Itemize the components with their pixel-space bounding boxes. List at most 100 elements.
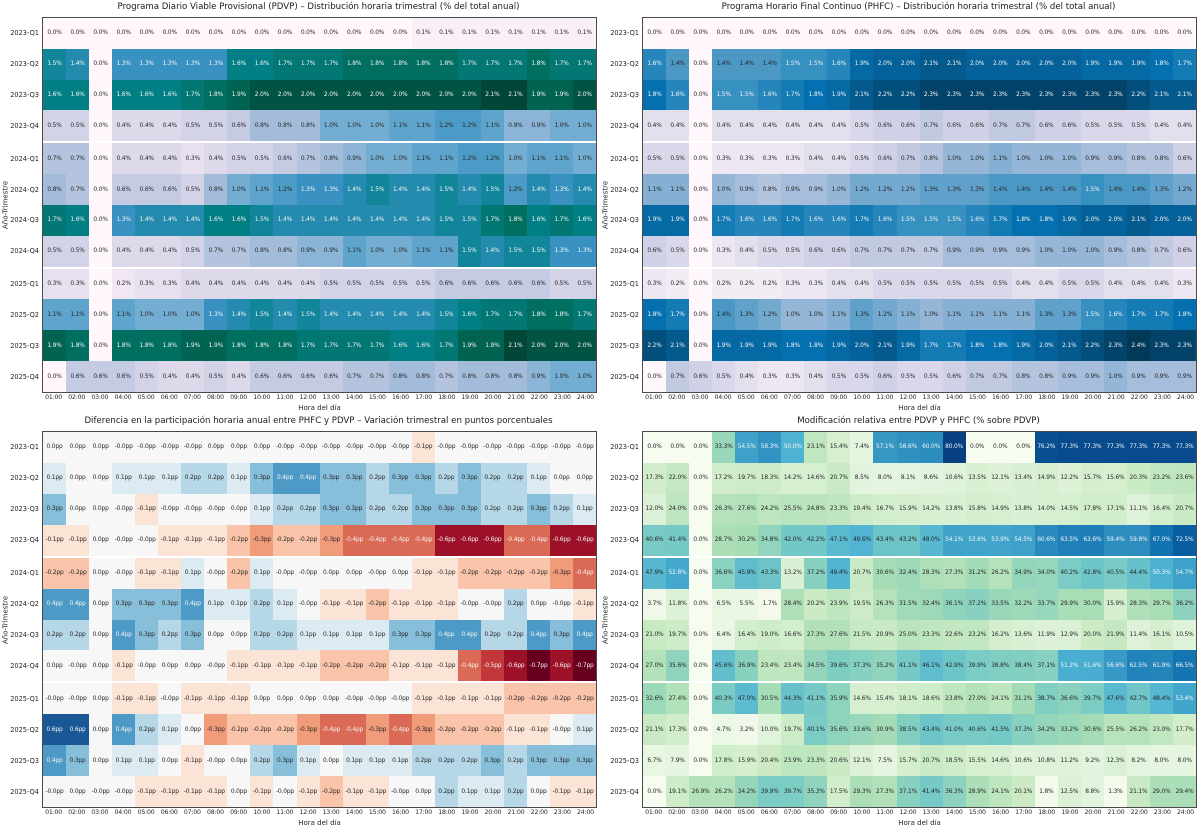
heatmap-cell: 53.6% <box>965 524 989 556</box>
heatmap-cell: 0.3pp <box>135 619 159 651</box>
heatmap-cell: 1.4% <box>1034 174 1058 205</box>
heatmap-cell: 0.0pp <box>89 683 113 715</box>
heatmap-cell: 0.3% <box>135 268 159 300</box>
heatmap-row: 17.3% 22.0% 0.0% 17.2% 19.7% 18.3% 14.2% 14.6% 2… <box>643 462 1197 494</box>
heatmap-cell: 2.0% <box>965 48 989 80</box>
heatmap-cell: -0.0pp <box>388 432 412 463</box>
heatmap-cell: 0.0pp <box>227 619 251 651</box>
heatmap-cell: 72.5% <box>1173 524 1197 556</box>
heatmap-cell: -0.1pp <box>388 588 412 620</box>
heatmap-cell: 0.2pp <box>480 462 504 494</box>
y-tick-label: 2024-Q1 <box>10 558 42 589</box>
heatmap-cell: -0.3pp <box>365 714 389 746</box>
heatmap-cell: 1.6% <box>965 204 989 236</box>
heatmap-cell: -0.2pp <box>503 557 527 589</box>
x-tick-label: 22:00 <box>530 809 548 816</box>
y-tick-label: 2023-Q2 <box>10 463 42 494</box>
heatmap-row: 1.1% 1.1% 0.0% 1.1% 1.0% 1.0% 1.0% 1.3% 1.4% 1.5%… <box>43 299 597 331</box>
heatmap-cell: 0.3pp <box>411 462 435 494</box>
heatmap-cell: 1.4% <box>388 299 412 331</box>
heatmap-cell: 0.7% <box>43 143 67 175</box>
heatmap-cell: 1.4% <box>158 204 182 236</box>
heatmap-cell: 1.3% <box>1150 174 1174 205</box>
heatmap-cell: 36.6% <box>712 557 736 589</box>
heatmap-cell: -0.1pp <box>411 432 435 463</box>
heatmap-cell: 1.7% <box>273 48 297 80</box>
heatmap-cell: 0.7% <box>1150 235 1174 267</box>
heatmap-cell: 1.7% <box>666 299 690 331</box>
heatmap-cell: 2.3% <box>988 79 1012 111</box>
heatmap-cell: 36.2% <box>1173 588 1197 620</box>
heatmap-cell: -0.2pp <box>227 524 251 556</box>
heatmap-cell: 0.4% <box>135 143 159 175</box>
heatmap-cell: 0.5% <box>850 143 874 175</box>
heatmap-cell: 0.7% <box>365 361 389 392</box>
heatmap-cell: 0.0% <box>689 619 713 651</box>
heatmap-cell: 24.1% <box>988 683 1012 715</box>
heatmap-cell: 1.4% <box>365 204 389 236</box>
heatmap-row: 0.5% 0.5% 0.0% 0.4% 0.4% 0.4% 0.5% 0.7% 0.7% 0.8%… <box>43 235 597 269</box>
heatmap-cell: -0.2pp <box>457 557 481 589</box>
heatmap-cell: 1.1% <box>988 299 1012 331</box>
heatmap-cell: -0.2pp <box>227 557 251 589</box>
heatmap-cell: 20.7% <box>919 745 943 777</box>
heatmap-cell: 0.9% <box>296 235 320 267</box>
heatmap-cell: 0.6pp <box>43 714 67 746</box>
chart-title-diferencia: Diferencia en la participación horaria a… <box>84 416 553 426</box>
heatmap-cell: 1.4% <box>457 174 481 205</box>
heatmap-cell: -0.0pp <box>296 432 320 463</box>
heatmap-cell: 0.2pp <box>296 493 320 525</box>
heatmap-cell: 1.4% <box>526 174 551 205</box>
x-tick-label: 07:00 <box>783 394 801 401</box>
heatmap-cell: 48.4% <box>1150 683 1174 715</box>
heatmap-cell: 1.2% <box>873 174 897 205</box>
heatmap-cell: -0.0pp <box>43 776 67 808</box>
heatmap-cell: 0.1% <box>503 18 527 49</box>
heatmap-cell: 0.6% <box>827 235 851 267</box>
heatmap-cell: 27.3% <box>804 619 828 651</box>
heatmap-cell: 34.2% <box>1034 714 1058 746</box>
heatmap-cell: 40.1% <box>804 714 828 746</box>
heatmap-cell: 0.1pp <box>204 588 228 620</box>
heatmap-cell: -0.1pp <box>480 683 504 715</box>
heatmap-cell: -0.1pp <box>434 557 458 589</box>
heatmap-cell: 0.2pp <box>250 588 274 620</box>
heatmap-cell: 1.6% <box>804 204 828 236</box>
x-tick-labels: 01:00 02:00 03:00 04:00 05:00 06:00 07:00 08:00… <box>0 393 597 403</box>
heatmap-cell: 0.5% <box>181 235 205 267</box>
heatmap-cell: 0.5% <box>250 143 274 175</box>
heatmap-cell: -0.0pp <box>434 432 458 463</box>
heatmap-cell: 1.9% <box>1103 48 1127 80</box>
heatmap-cell: -0.0pp <box>112 493 136 525</box>
heatmap-cell: 22.6% <box>942 619 966 651</box>
heatmap-cell: 0.7% <box>342 361 366 392</box>
heatmap-cell: 0.5% <box>135 361 159 392</box>
heatmap-cell: -0.3pp <box>204 714 228 746</box>
heatmap-cell: 1.2% <box>850 174 874 205</box>
heatmap-cell: 1.0% <box>503 143 527 175</box>
heatmap-cell: 0.4pp <box>457 619 481 651</box>
heatmap-cell: 0.0% <box>365 18 389 49</box>
x-tick-label: 09:00 <box>230 809 247 816</box>
heatmap-cell: 0.5% <box>365 268 389 300</box>
x-tick-label: 14:00 <box>945 809 963 816</box>
heatmap-cell: 1.4% <box>365 299 389 331</box>
heatmap-cell: 23.2% <box>965 619 989 651</box>
heatmap-cell: 20.1% <box>1011 776 1035 808</box>
heatmap-cell: 1.4% <box>1126 174 1151 205</box>
heatmap-cell: 25.0% <box>896 619 920 651</box>
heatmap-cell: 1.6% <box>827 48 851 80</box>
heatmap-cell: 0.5% <box>1126 110 1151 142</box>
heatmap-cell: 6.5% <box>712 588 736 620</box>
heatmap-cell: 0.4% <box>250 268 274 300</box>
y-tick-label: 2023-Q1 <box>610 18 642 49</box>
heatmap-cell: 1.7% <box>781 204 805 236</box>
heatmap-cell: 2.0% <box>1150 204 1174 236</box>
y-tick-label: 2025-Q4 <box>610 361 642 392</box>
heatmap-cell: -0.4pp <box>319 714 343 746</box>
heatmap-cell: -0.3pp <box>250 524 274 556</box>
heatmap-cell: 0.5% <box>850 110 874 142</box>
heatmap-grid-modificacion: 0.0% 0.0% 0.0% 33.3% 54.5% 58.3% 50.0% 23.1% 15.… <box>642 431 1197 808</box>
heatmap-cell: 0.5% <box>988 268 1012 300</box>
heatmap-cell: 0.4% <box>273 268 297 300</box>
